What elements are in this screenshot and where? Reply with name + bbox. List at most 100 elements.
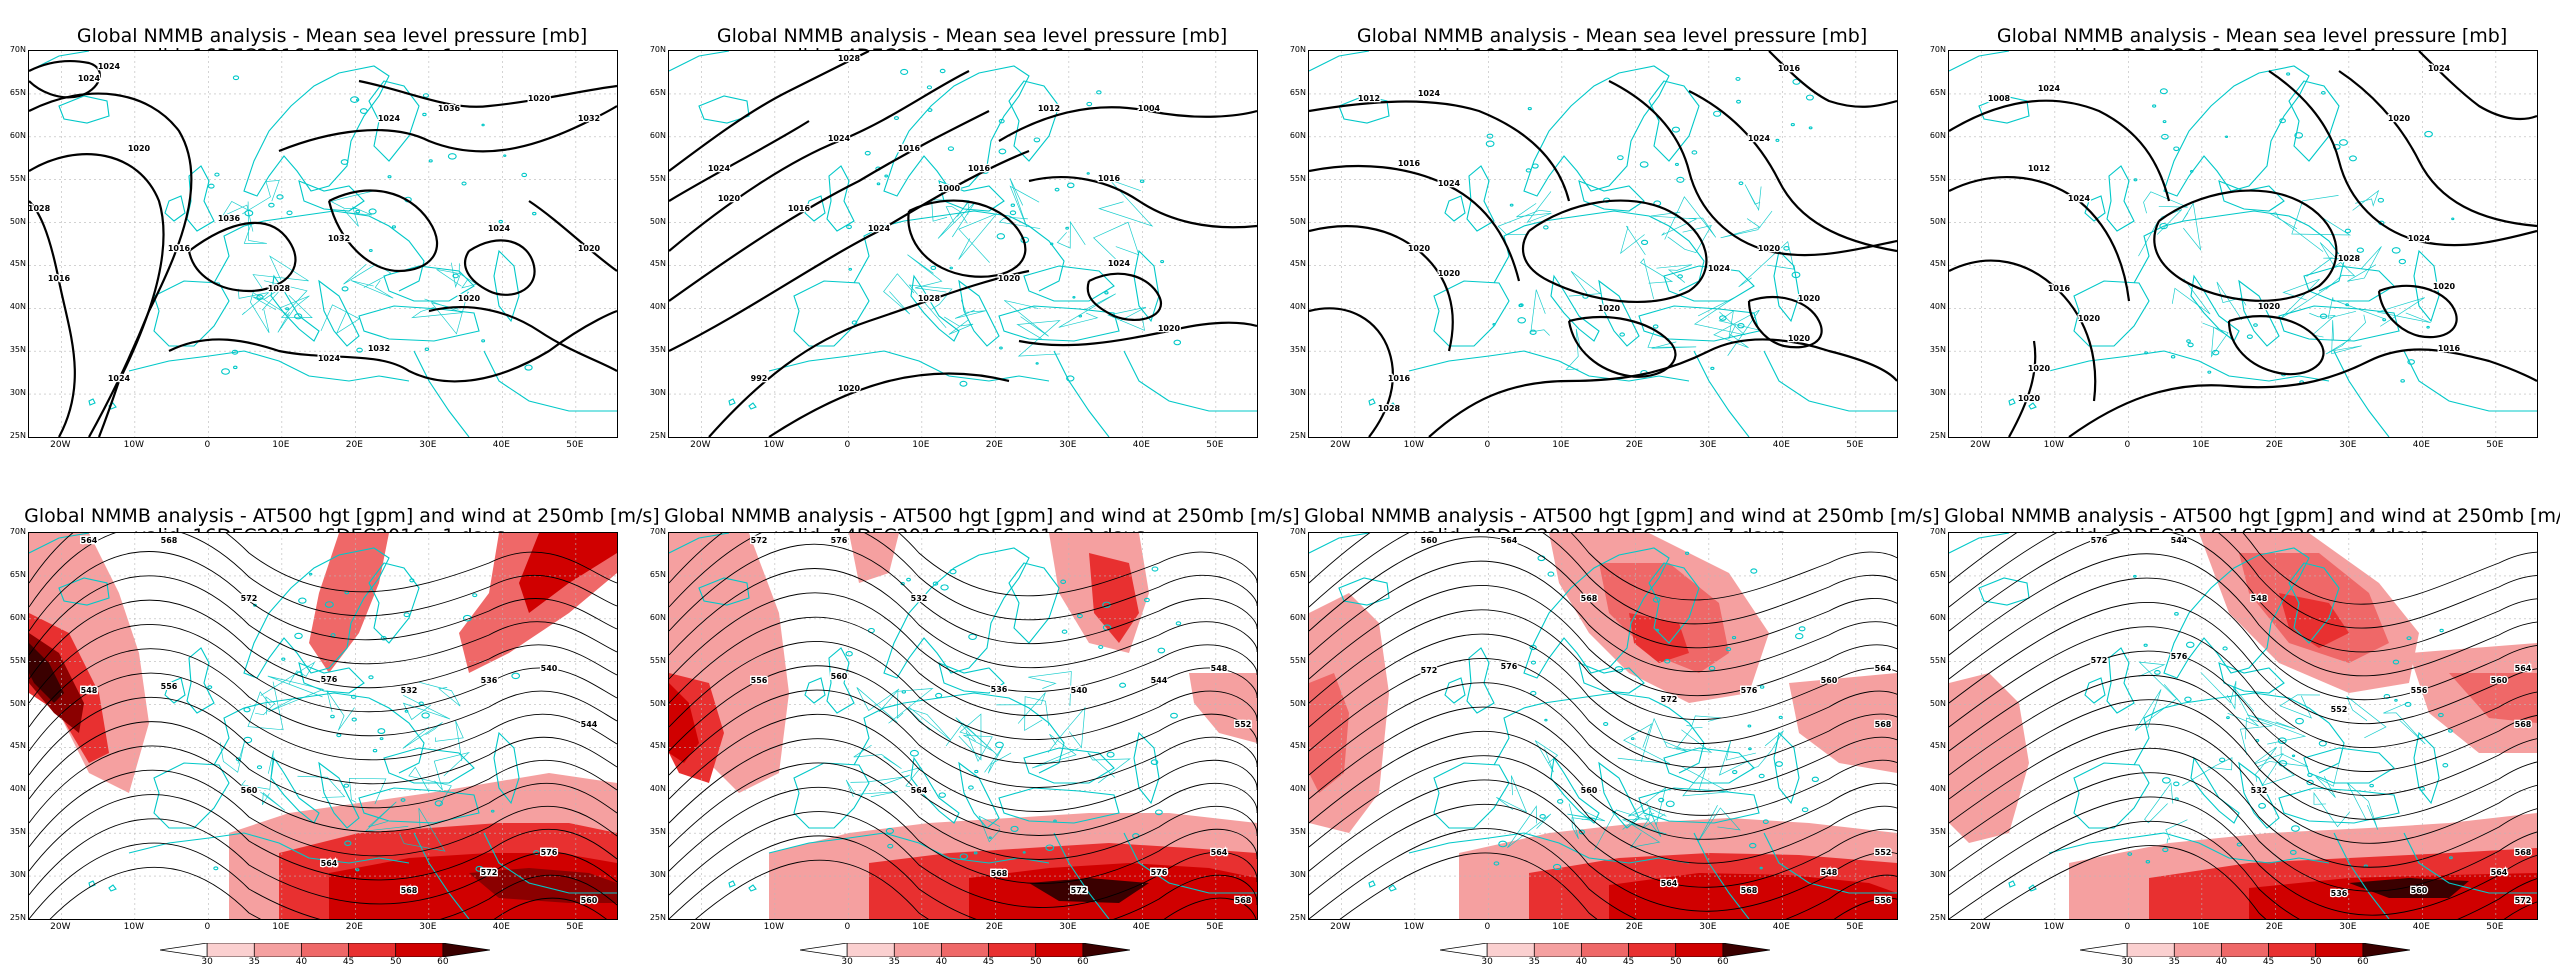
coastline-island [1652, 597, 1661, 603]
contour-line [1949, 747, 2537, 868]
coastline [1663, 747, 1755, 784]
contour-label: 556 [1071, 886, 1088, 895]
coastline [413, 832, 470, 919]
coastline-island [981, 168, 990, 174]
contour-label: 568 [2515, 848, 2532, 857]
contour-label: 1020 [1798, 294, 1821, 303]
coastline-island [2144, 351, 2149, 355]
coastline [853, 210, 1065, 292]
coastline [698, 577, 750, 606]
lat-tick-label: 35N [9, 827, 26, 837]
coastline [383, 747, 475, 784]
contour-line [1983, 845, 2537, 919]
coastline [2084, 195, 2106, 222]
lon-tick-label: 30E [1059, 922, 1077, 932]
colorbar-swatch [2315, 942, 2364, 958]
coastline-island [481, 123, 485, 127]
contour-line [1949, 99, 2171, 202]
contour-line [669, 543, 1257, 645]
coastline-island [434, 800, 443, 807]
country-border [402, 695, 451, 721]
contour-label: 524 [541, 664, 558, 673]
contour-line [1309, 779, 1897, 888]
country-border [984, 746, 1012, 774]
map-area[interactable]: 540 544 548 552 556 560 564 568 572 576 560 564 568 5… [1308, 532, 1898, 920]
coastline [938, 180, 1005, 212]
country-border [2291, 195, 2352, 236]
coastline-island [2419, 786, 2425, 791]
coastline-island [900, 68, 909, 75]
country-border [2181, 202, 2202, 251]
colorbar-tick-label: 30 [841, 957, 853, 967]
colorbar-end [1722, 942, 1771, 958]
contour-line [1949, 723, 2537, 844]
colorbar-tick-label: 50 [2309, 957, 2322, 967]
country-border [1620, 225, 1646, 255]
contour-line [695, 859, 1257, 919]
lat-tick-label: 45N [649, 741, 666, 751]
coastline [2303, 747, 2395, 784]
country-border [945, 717, 999, 757]
country-border [1516, 191, 1552, 224]
contour-line [528, 200, 617, 272]
coastline [1368, 398, 1376, 406]
coastline-island [294, 632, 303, 640]
coastline [298, 662, 365, 694]
coastline-island [1175, 621, 1182, 626]
coastline-island [1801, 807, 1809, 813]
lat-tick-label: 35N [1929, 345, 1946, 355]
map-area[interactable]: 548 552 556 560 564 544 540 536 532 528 548 552 556 5… [668, 532, 1258, 920]
coastline [728, 880, 736, 888]
colorbar-swatch [1486, 942, 1535, 958]
map-area[interactable]: 1024 1020 1016 1024 1028 1032 1036 1032 1024 1020… [28, 50, 618, 438]
colorbar-svg [799, 942, 1131, 958]
coastline [493, 249, 520, 323]
coastline-island [232, 75, 240, 81]
country-border [2182, 757, 2233, 786]
map-area[interactable]: 1008 1012 1016 1020 1028 1024 1020 1016 1020 1020… [1948, 50, 2538, 438]
coastline-island [995, 741, 1004, 749]
wind-shading [1309, 533, 1897, 919]
lat-tick-label: 60N [1289, 130, 1306, 140]
mslp-panel-4: Global NMMB analysis - Mean sea level pr… [1920, 0, 2560, 460]
contour-label: 1016 [168, 244, 191, 253]
coastline-island [2406, 636, 2412, 641]
map-area[interactable]: 540 544 548 552 556 560 564 568 572 576 532 536 560 5… [1948, 532, 2538, 920]
colorbar-tick-label: 30 [201, 957, 213, 967]
coastline [804, 677, 826, 704]
map-area[interactable]: 1012 1016 1020 1016 1024 1020 1024 1020 1020 1020… [1308, 50, 1898, 438]
coastline-island [2377, 197, 2385, 203]
coastline [2163, 547, 2310, 679]
coastline [2238, 279, 2280, 347]
coastline [768, 832, 1050, 864]
contour-label: 1020 [998, 274, 1021, 283]
coastline-island [1713, 110, 1722, 117]
coastline-island [998, 148, 1007, 155]
contour-label: 560 [1581, 786, 1598, 795]
country-border [996, 692, 1046, 724]
lat-tick-label: 50N [1289, 216, 1306, 226]
country-border [402, 722, 443, 749]
coastline-island [973, 851, 978, 855]
coastline-island [1119, 682, 1127, 688]
coastline-island [1155, 809, 1163, 816]
contour-line [29, 818, 617, 905]
map-area[interactable]: 552 556 560 548 564 520 524 528 532 536 540 544 548 5… [28, 532, 618, 920]
lat-tick-label: 30N [1929, 388, 1946, 398]
coastline-island [2291, 754, 2296, 758]
country-border [1718, 310, 1759, 340]
coastline [1408, 832, 1690, 864]
colorbar-tick-label: 45 [342, 957, 355, 967]
coastline [153, 280, 230, 347]
contour-line [2227, 315, 2325, 376]
coastline-island [940, 584, 949, 591]
country-border [1496, 775, 1528, 813]
contour-line [1949, 650, 2537, 772]
lon-tick-label: 40E [2412, 922, 2430, 932]
country-border [907, 254, 947, 293]
coastline-island [909, 749, 919, 757]
contour-label: 540 [241, 786, 258, 795]
map-area[interactable]: 1020 1016 1024 1028 1020 1012 1016 1020 1024 1028… [668, 50, 1258, 438]
coastline [186, 647, 215, 714]
contour-label: 564 [2491, 868, 2508, 877]
